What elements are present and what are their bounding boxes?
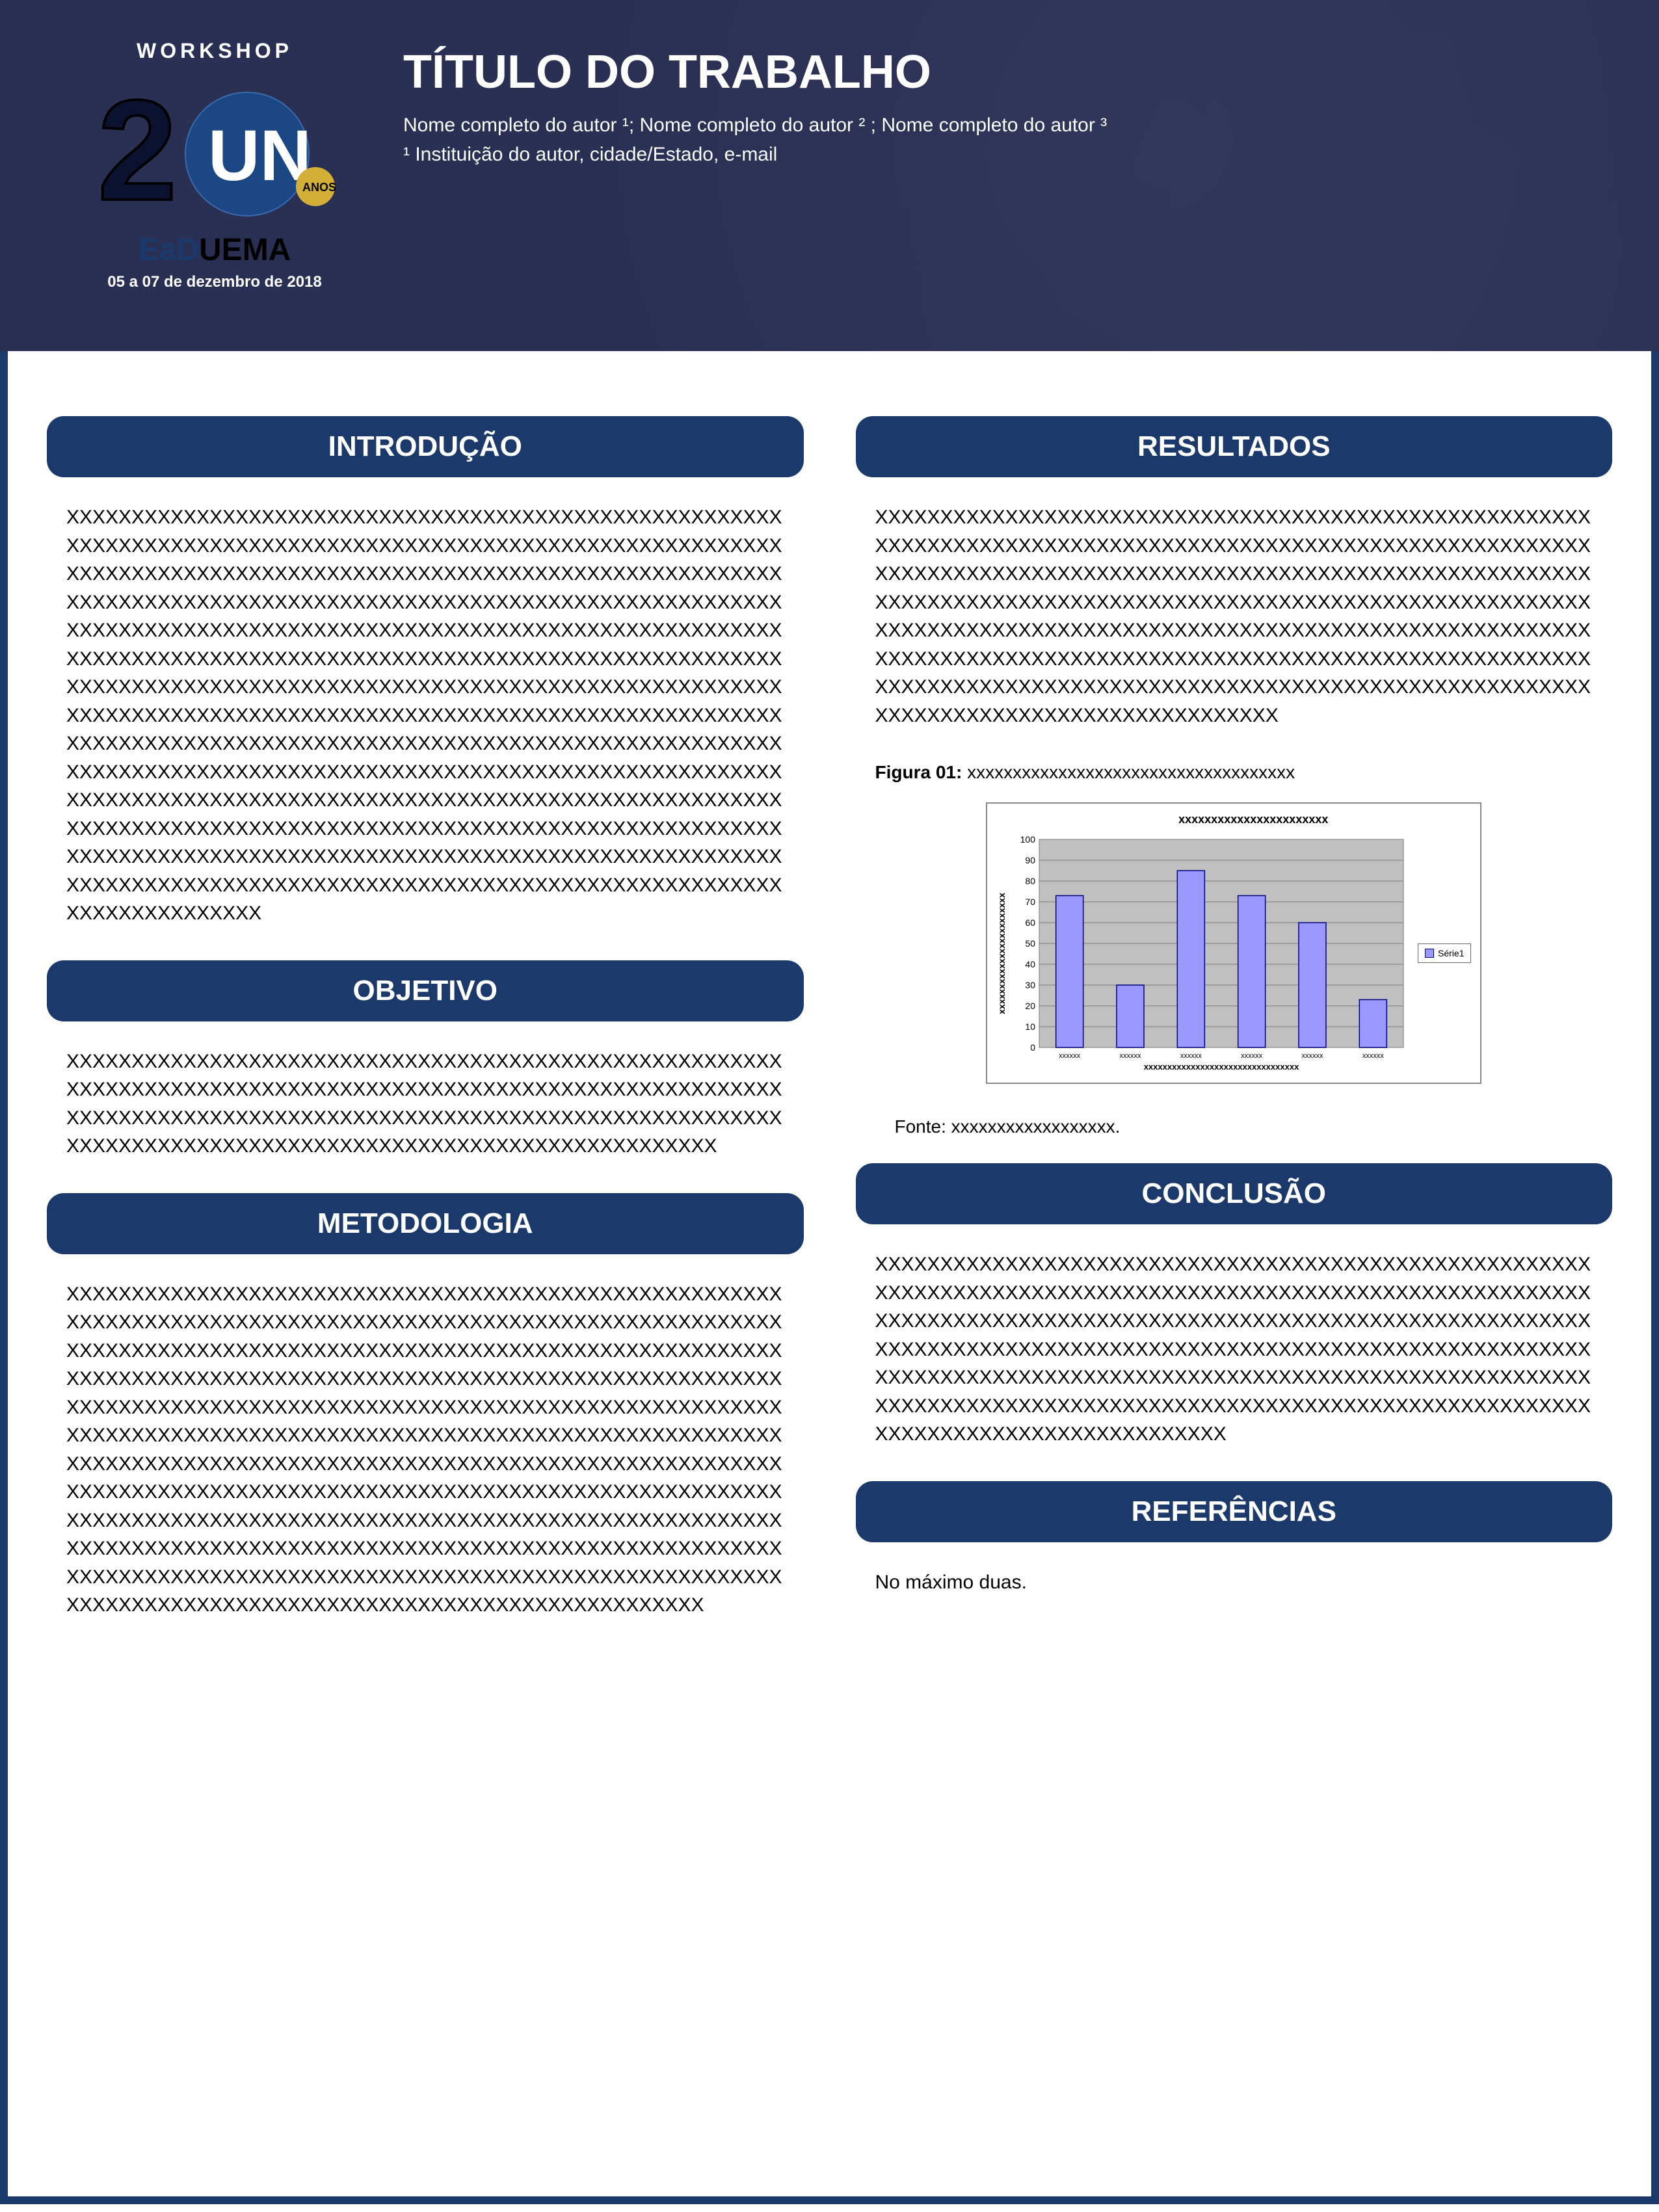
svg-text:60: 60: [1025, 917, 1035, 928]
chart-y-axis-label: xxxxxxxxxxxxxxxxxxxxxxxx: [996, 893, 1007, 1014]
svg-text:xxxxxx: xxxxxx: [1241, 1052, 1263, 1060]
bar-chart: 0102030405060708090100xxxxxxxxxxxxxxxxxx…: [1011, 833, 1410, 1073]
section-title-introducao: INTRODUÇÃO: [47, 416, 804, 477]
section-title-resultados: RESULTADOS: [856, 416, 1613, 477]
section-body-objetivo: XXXXXXXXXXXXXXXXXXXXXXXXXXXXXXXXXXXXXXXX…: [47, 1047, 804, 1193]
svg-text:0: 0: [1030, 1042, 1035, 1053]
svg-text:40: 40: [1025, 959, 1035, 969]
svg-text:10: 10: [1025, 1021, 1035, 1032]
svg-text:50: 50: [1025, 938, 1035, 949]
svg-text:20: 20: [1025, 1001, 1035, 1011]
svg-text:70: 70: [1025, 897, 1035, 907]
event-logo-block: WORKSHOP 2 UN ANOS EaDUEMA 05 a 07 de de…: [65, 39, 364, 291]
title-block: TÍTULO DO TRABALHO Nome completo do auto…: [364, 39, 1607, 169]
section-title-conclusao: CONCLUSÃO: [856, 1163, 1613, 1224]
section-title-referencias: REFERÊNCIAS: [856, 1481, 1613, 1542]
affiliation-line: ¹ Instituição do autor, cidade/Estado, e…: [403, 140, 1607, 169]
poster-title: TÍTULO DO TRABALHO: [403, 46, 1607, 99]
chart-container: xxxxxxxxxxxxxxxxxxxxxxx xxxxxxxxxxxxxxxx…: [856, 802, 1613, 1097]
section-body-conclusao: XXXXXXXXXXXXXXXXXXXXXXXXXXXXXXXXXXXXXXXX…: [856, 1250, 1613, 1481]
svg-text:xxxxxx: xxxxxx: [1302, 1052, 1324, 1060]
logo-digit-2: 2: [98, 76, 177, 230]
right-column: RESULTADOS XXXXXXXXXXXXXXXXXXXXXXXXXXXXX…: [856, 416, 1613, 2144]
section-title-metodologia: METODOLOGIA: [47, 1193, 804, 1254]
svg-text:80: 80: [1025, 876, 1035, 886]
event-dates: 05 a 07 de dezembro de 2018: [65, 273, 364, 291]
logo-20-un: 2 UN ANOS: [65, 70, 364, 239]
section-body-introducao: XXXXXXXXXXXXXXXXXXXXXXXXXXXXXXXXXXXXXXXX…: [47, 503, 804, 960]
svg-text:30: 30: [1025, 980, 1035, 990]
workshop-label: WORKSHOP: [65, 39, 364, 63]
svg-text:xxxxxx: xxxxxx: [1120, 1052, 1142, 1060]
logo-un-text: UN: [208, 116, 312, 196]
poster-body: INTRODUÇÃO XXXXXXXXXXXXXXXXXXXXXXXXXXXXX…: [0, 351, 1659, 2204]
chart-frame: xxxxxxxxxxxxxxxxxxxxxxx xxxxxxxxxxxxxxxx…: [986, 802, 1481, 1084]
section-body-metodologia: XXXXXXXXXXXXXXXXXXXXXXXXXXXXXXXXXXXXXXXX…: [47, 1280, 804, 1652]
svg-text:xxxxxx: xxxxxx: [1180, 1052, 1202, 1060]
section-title-objetivo: OBJETIVO: [47, 960, 804, 1021]
svg-text:xxxxxx: xxxxxx: [1059, 1052, 1081, 1060]
chart-title: xxxxxxxxxxxxxxxxxxxxxxx: [996, 813, 1471, 833]
figure-label-text: xxxxxxxxxxxxxxxxxxxxxxxxxxxxxxxxxxxx: [962, 762, 1295, 782]
svg-text:90: 90: [1025, 855, 1035, 865]
section-body-resultados: XXXXXXXXXXXXXXXXXXXXXXXXXXXXXXXXXXXXXXXX…: [856, 503, 1613, 762]
figure-label: Figura 01: xxxxxxxxxxxxxxxxxxxxxxxxxxxxx…: [856, 762, 1613, 802]
left-column: INTRODUÇÃO XXXXXXXXXXXXXXXXXXXXXXXXXXXXX…: [47, 416, 804, 2144]
legend-swatch-icon: [1425, 949, 1434, 958]
svg-text:ANOS: ANOS: [302, 181, 336, 194]
section-body-referencias: No máximo duas.: [856, 1568, 1613, 1629]
svg-text:100: 100: [1020, 834, 1036, 845]
svg-text:xxxxxx: xxxxxx: [1362, 1052, 1385, 1060]
svg-text:xxxxxxxxxxxxxxxxxxxxxxxxxxxxxx: xxxxxxxxxxxxxxxxxxxxxxxxxxxxxxxxx: [1144, 1062, 1299, 1072]
legend-label: Série1: [1438, 948, 1464, 958]
chart-legend: Série1: [1418, 943, 1471, 963]
poster-header: WORKSHOP 2 UN ANOS EaDUEMA 05 a 07 de de…: [0, 0, 1659, 351]
authors-line: Nome completo do autor ¹; Nome completo …: [403, 111, 1607, 140]
figure-label-prefix: Figura 01:: [875, 762, 962, 782]
figure-source: Fonte: xxxxxxxxxxxxxxxxxx.: [856, 1097, 1613, 1163]
